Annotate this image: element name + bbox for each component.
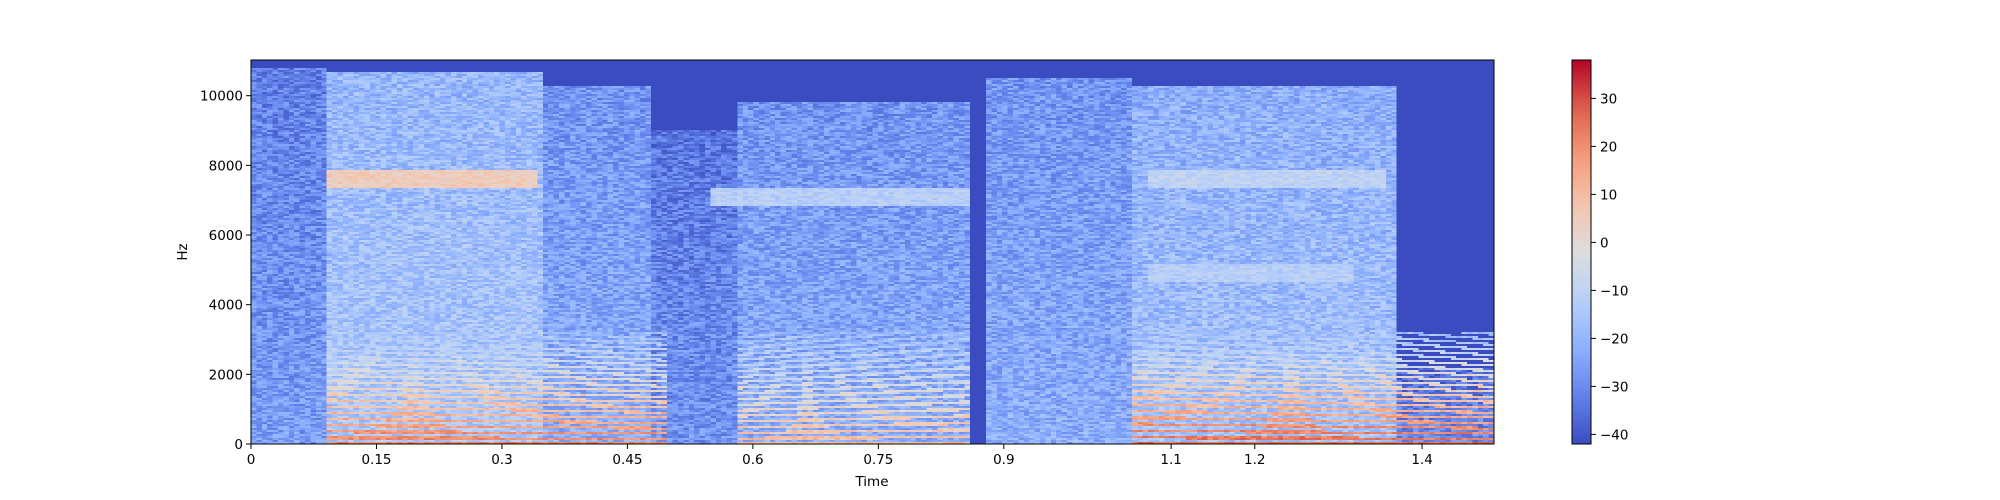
colorbar-tick-label: 30 [1600,91,1617,107]
y-tick-label: 4000 [209,298,243,314]
y-tick-label: 2000 [209,367,243,383]
x-axis: 0 0.15 0.3 0.45 0.6 0.75 0.9 1.1 1.2 1.4 [247,444,1433,468]
x-tick-label: 0.75 [863,452,893,468]
colorbar-tick-label: −10 [1600,283,1629,299]
plot-frame [250,59,1495,445]
y-tick-label: 8000 [209,158,243,174]
colorbar-axis: −40 −30 −20 −10 0 10 20 30 [1591,91,1629,443]
x-tick-label: 0.15 [361,452,391,468]
y-axis-label: Hz [175,243,191,260]
x-tick-label: 0.3 [491,452,512,468]
colorbar-tick-label: −30 [1600,379,1629,395]
colorbar [1571,59,1592,445]
x-axis-label: Time [854,474,888,490]
spectrogram-image [251,60,1494,444]
colorbar-tick-label: 10 [1600,187,1617,203]
spectrogram-heatmap [251,60,1494,444]
y-tick-label: 0 [234,437,243,453]
colorbar-tick-label: −40 [1600,427,1629,443]
y-tick-label: 6000 [209,228,243,244]
x-tick-label: 0.6 [742,452,763,468]
x-tick-label: 0.45 [612,452,642,468]
x-tick-label: 0 [247,452,256,468]
x-tick-label: 1.2 [1244,452,1265,468]
colorbar-tick-label: 0 [1600,235,1609,251]
colorbar-tick-label: 20 [1600,139,1617,155]
y-tick-label: 10000 [200,89,243,105]
x-tick-label: 1.4 [1411,452,1432,468]
y-axis: 0 2000 4000 6000 8000 10000 [200,89,251,453]
x-tick-label: 1.1 [1160,452,1181,468]
colorbar-tick-label: −20 [1600,331,1629,347]
x-tick-label: 0.9 [993,452,1014,468]
